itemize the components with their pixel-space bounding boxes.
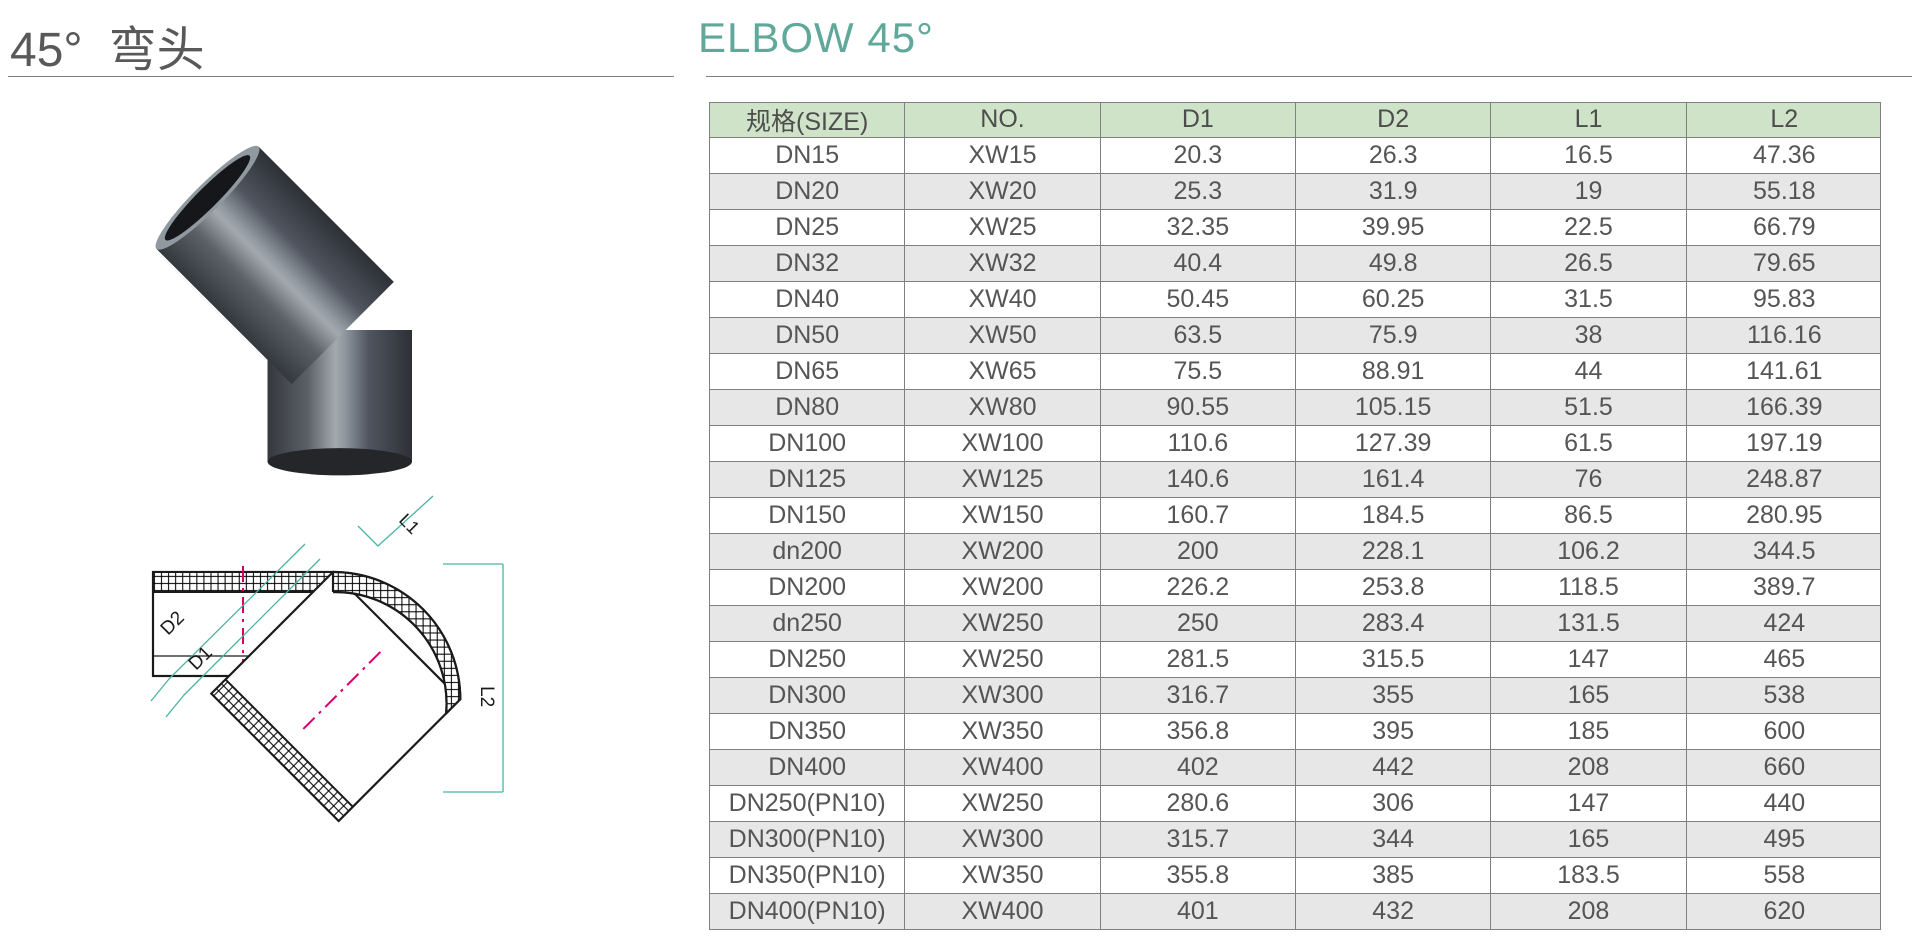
svg-text:L1: L1 xyxy=(395,510,423,538)
svg-text:L2: L2 xyxy=(476,686,497,707)
